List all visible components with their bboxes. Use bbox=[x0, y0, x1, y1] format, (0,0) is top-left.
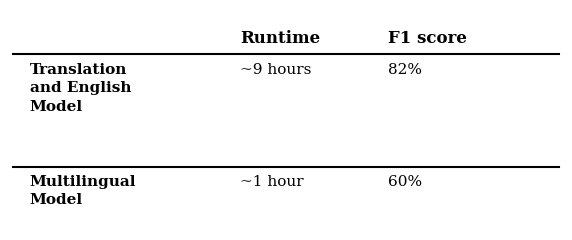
Text: ~1 hour: ~1 hour bbox=[240, 174, 304, 189]
Text: 60%: 60% bbox=[388, 174, 423, 189]
Text: F1 score: F1 score bbox=[388, 30, 467, 47]
Text: Runtime: Runtime bbox=[240, 30, 320, 47]
Text: Translation
and English
Model: Translation and English Model bbox=[30, 63, 132, 114]
Text: Multilingual
Model: Multilingual Model bbox=[30, 174, 136, 207]
Text: 82%: 82% bbox=[388, 63, 423, 77]
Text: ~9 hours: ~9 hours bbox=[240, 63, 312, 77]
